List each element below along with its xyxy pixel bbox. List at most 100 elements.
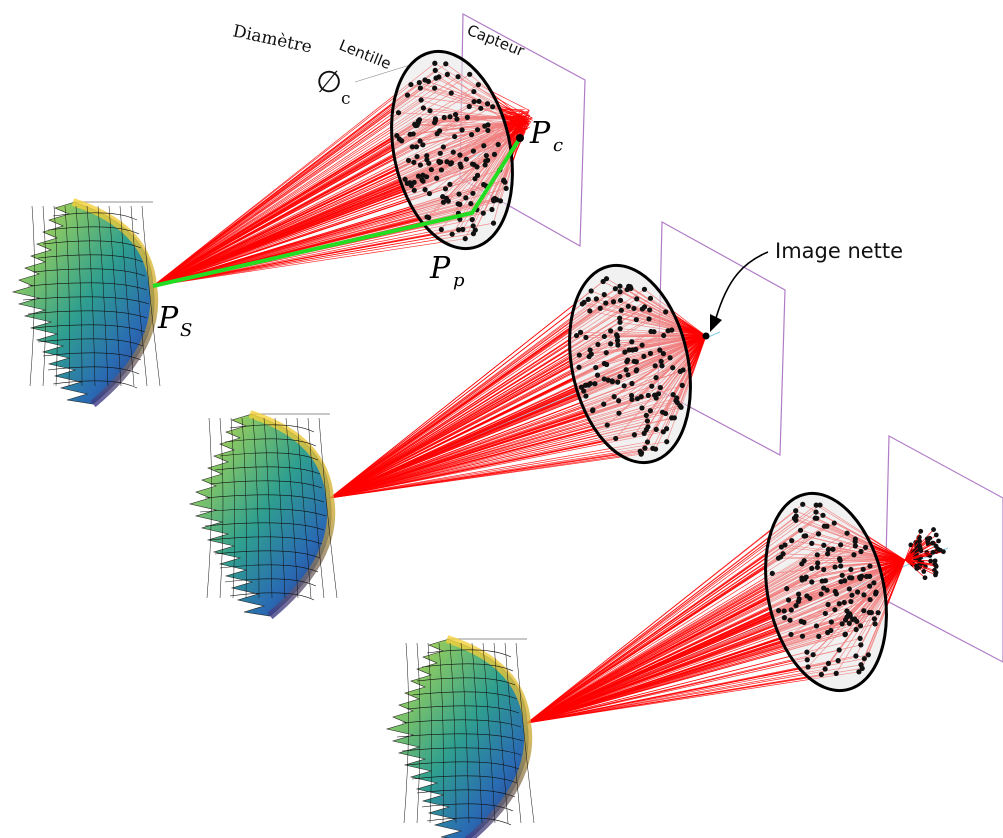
ray-segment [329, 395, 587, 499]
ray-segment [329, 453, 642, 499]
lens-sample-point [813, 623, 820, 629]
diameter-subscript: c [341, 89, 351, 109]
mesh-line [416, 677, 516, 686]
lens-sample-point [450, 149, 456, 155]
lens-sample-point [463, 156, 469, 162]
lens-sample-point [424, 157, 430, 163]
lens-sample-point [788, 607, 794, 613]
panel-top: Diamètre ∅ c Lentille Capteur P S P p P … [11, 13, 586, 408]
lens-sample-point [814, 552, 820, 558]
mesh-line [206, 417, 212, 599]
lens-sample-point [411, 187, 417, 193]
lens-sample-point [472, 227, 478, 233]
lens-sample-point [447, 114, 453, 120]
lens-sample-point [583, 393, 589, 399]
lens-sample-point [467, 71, 473, 77]
lens-sample-point [449, 231, 455, 237]
lens-sample-point [608, 341, 614, 347]
lens-sample-point [867, 596, 873, 603]
ray-segment [152, 183, 451, 287]
lens-sample-point [424, 153, 430, 159]
lens-sample-point [825, 660, 832, 666]
ray-segment [152, 144, 424, 287]
lens-sample-point [867, 563, 873, 569]
lens-sample-point [836, 601, 842, 607]
lens-sample-point [825, 551, 831, 557]
lens-sample-point [485, 122, 491, 128]
lens-sample-point [441, 114, 447, 121]
blur-spot [904, 527, 946, 581]
blur-point [936, 538, 941, 544]
lens-sample-point [417, 162, 424, 168]
lens-sample-point [657, 384, 663, 391]
lens-sample-point [601, 292, 607, 298]
lens-sample-point [491, 151, 498, 158]
lens-sample-point [420, 105, 427, 111]
lens-sample-point [841, 599, 847, 606]
lens-sample-point [628, 392, 635, 399]
ray-segment [152, 94, 408, 287]
mesh-line [427, 642, 432, 824]
lens-sample-point [472, 176, 478, 182]
mesh-line [263, 417, 273, 599]
lens-sample-point [454, 116, 460, 122]
ray-segment [152, 62, 436, 287]
lens-sample-point [780, 551, 786, 557]
lens-sample-point [825, 546, 832, 553]
lens-sample-point [641, 353, 647, 359]
ray-segment [329, 281, 604, 499]
diameter-symbol: ∅ [316, 65, 342, 100]
lens-sample-point [457, 161, 463, 167]
lens-sample-point [608, 328, 614, 334]
lens-sample-point [413, 144, 420, 150]
lens-sample-point [801, 619, 807, 625]
lens-sample-point [408, 183, 414, 189]
blur-point [918, 528, 924, 534]
lens-sample-point [476, 98, 482, 104]
lens-sample-point [814, 564, 820, 570]
sharp-image-label: Image nette [775, 239, 903, 263]
lens-sample-point [815, 560, 821, 566]
lens-sample-point [588, 288, 594, 294]
mesh-line [460, 642, 470, 824]
lens-sample-point [871, 580, 877, 586]
lens-sample-point [485, 127, 491, 134]
lens-sample-point [576, 352, 582, 358]
lens-sample-point [854, 618, 860, 624]
lens-sample-point [432, 67, 438, 73]
lens-sample-point [875, 610, 881, 616]
lens-sample-point [852, 543, 858, 549]
lens-sample-point [821, 566, 827, 573]
lens-sample-point [858, 548, 864, 555]
lens-sample-point [809, 540, 815, 546]
lens-sample-point [490, 196, 497, 203]
lens-sample-point [471, 88, 477, 95]
lens-sample-point [638, 451, 644, 457]
lens-sample-point [617, 283, 623, 289]
ray-segment [152, 188, 446, 287]
lens-sample-point [674, 395, 680, 401]
lens-sample-point [471, 98, 477, 105]
lens-sample-point [645, 392, 651, 398]
lens-sample-point [861, 592, 867, 598]
lens-sample-point [859, 665, 865, 671]
ray-segment [329, 302, 585, 499]
lens-sample-point [603, 300, 609, 306]
lens-sample-point [462, 236, 468, 242]
arrow-head-icon [710, 314, 722, 332]
lens-sample-point [653, 426, 659, 432]
lens-sample-points [394, 60, 509, 242]
lens-sample-point [470, 148, 477, 154]
lens-sample-point [600, 278, 606, 285]
ray-segment [152, 185, 412, 287]
ray-segment [152, 112, 399, 287]
mesh-line [47, 226, 140, 235]
lens-sample-point [623, 367, 629, 373]
lens-sample-point [639, 306, 645, 312]
point-pupil-label: P [429, 251, 451, 286]
lens-sample-point [836, 647, 842, 653]
lens-sample-point [576, 364, 582, 370]
lens-sample-point [644, 439, 651, 445]
object-sphere [188, 410, 338, 620]
lens-sample-point [428, 166, 434, 173]
